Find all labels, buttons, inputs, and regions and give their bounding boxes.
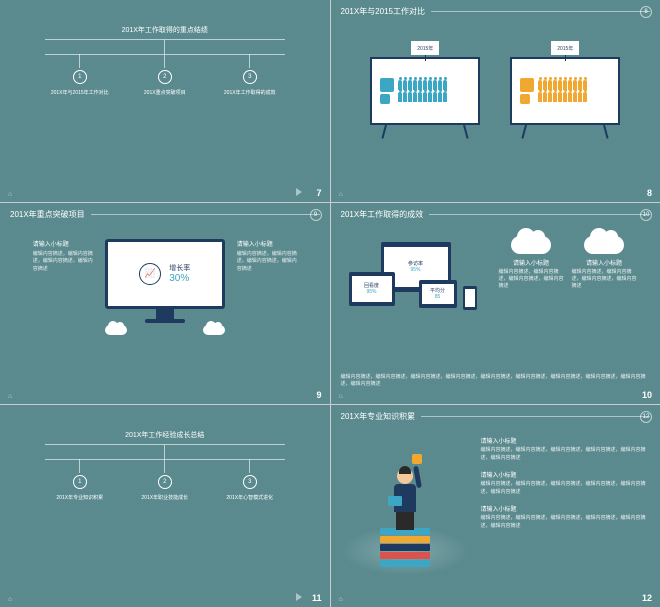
- cloud-icon: [584, 236, 624, 254]
- slide-title: 201X年重点突破项目: [10, 209, 85, 220]
- footer-icon: ⌂: [8, 393, 12, 400]
- slide-9: 201X年重点突破项目 9 请输入小标题 编辑内容摘述，编辑内容摘述，编辑内容摘…: [0, 203, 330, 405]
- slide-title: 201X年专业知识积累: [341, 411, 416, 422]
- slide-12: 201X年专业知识积累 12 请输入小标题编辑内容摘述，编辑内容摘述，编辑内容摘…: [331, 405, 660, 607]
- branch-num: 2: [158, 475, 172, 489]
- branch-label: 201X重点突破项目: [144, 90, 186, 97]
- footer-icon: ⌂: [339, 191, 343, 198]
- branch-num: 1: [73, 70, 87, 84]
- slide-8: 201X年与2015工作对比 8 2015年 2015年: [331, 0, 660, 202]
- devices-graphic: 参访率95% 回看度95% 平均分85: [341, 236, 491, 326]
- page-number: 11: [312, 593, 322, 603]
- metric-value: 30%: [169, 273, 190, 284]
- cloud-icon: [203, 325, 225, 335]
- page-number: 12: [642, 593, 652, 603]
- monitor-graphic: 📈 增长率30%: [105, 239, 225, 335]
- slide-11: 201X年工作经验成长总结 1201X年专业知识积累 2201X年职业技能成长 …: [0, 405, 330, 607]
- page-number: 9: [316, 390, 321, 400]
- block-text: 编辑内容摘述，编辑内容摘述，编辑内容摘述，编辑内容摘述，编辑内容摘述，编辑内容摘…: [481, 447, 647, 462]
- board-left: 2015年: [370, 41, 480, 139]
- bottom-text: 编辑内容摘述，编辑内容摘述，编辑内容摘述，编辑内容摘述，编辑内容摘述，编辑内容摘…: [341, 374, 651, 388]
- flag-label: 2015年: [411, 41, 439, 55]
- footer-icon: ⌂: [8, 596, 12, 603]
- footer-icon: ⌂: [339, 596, 343, 603]
- branch-label: 201X年职业技能成长: [141, 495, 188, 502]
- col-title: 请输入小标题: [237, 239, 297, 248]
- col-title: 请输入小标题: [33, 239, 93, 248]
- branch-label: 201X年专业知识积累: [56, 495, 103, 502]
- next-arrow-icon[interactable]: [296, 188, 302, 196]
- page-number: 8: [647, 188, 652, 198]
- branch-label: 201X年心智模式进化: [226, 495, 273, 502]
- col-text: 编辑内容摘述，编辑内容摘述，编辑内容摘述，编辑内容摘述: [33, 251, 93, 274]
- col-text: 编辑内容摘述，编辑内容摘述，编辑内容摘述，编辑内容摘述: [237, 251, 297, 274]
- board-right: 2015年: [510, 41, 620, 139]
- branch-num: 1: [73, 475, 87, 489]
- cloud-text: 编辑内容摘述，编辑内容摘述，编辑内容摘述，编辑内容摘述: [572, 269, 637, 290]
- footer-icon: ⌂: [8, 191, 12, 198]
- cloud-title: 请输入小标题: [586, 258, 622, 267]
- flag-label: 2015年: [551, 41, 579, 55]
- block-title: 请输入小标题: [481, 504, 647, 513]
- page-badge: 8: [640, 6, 652, 18]
- branch-label: 201X年与2015年工作对比: [51, 90, 109, 97]
- branch-num: 3: [243, 475, 257, 489]
- page-badge: 9: [310, 209, 322, 221]
- cloud-icon: [105, 325, 127, 335]
- branch-num: 2: [158, 70, 172, 84]
- slide-10: 201X年工作取得的成效 10 参访率95% 回看度95% 平均分85 请输入小…: [331, 203, 660, 405]
- dev-value: 85: [422, 294, 454, 300]
- slide-7: 201X年工作取得的重点结绩 1 201X年与2015年工作对比 2 201X重点突…: [0, 0, 330, 202]
- branch-label: 201X年工作取得的成效: [224, 90, 276, 97]
- block-text: 编辑内容摘述，编辑内容摘述，编辑内容摘述，编辑内容摘述，编辑内容摘述，编辑内容摘…: [481, 481, 647, 496]
- chart-icon: 📈: [139, 263, 161, 285]
- cloud-icon: [511, 236, 551, 254]
- slide-title: 201X年工作经验成长总结: [35, 430, 295, 440]
- page-badge: 10: [640, 209, 652, 221]
- block-title: 请输入小标题: [481, 470, 647, 479]
- dev-label: 参访率: [384, 260, 448, 267]
- dev-label: 平均分: [422, 287, 454, 294]
- page-number: 10: [642, 390, 652, 400]
- footer-icon: ⌂: [339, 393, 343, 400]
- slide-grid: 201X年工作取得的重点结绩 1 201X年与2015年工作对比 2 201X重点突…: [0, 0, 660, 607]
- cloud-title: 请输入小标题: [513, 258, 549, 267]
- block-text: 编辑内容摘述，编辑内容摘述，编辑内容摘述，编辑内容摘述，编辑内容摘述，编辑内容摘…: [481, 515, 647, 530]
- page-number: 7: [316, 188, 321, 198]
- metric-label: 增长率: [169, 263, 190, 273]
- slide-title: 201X年工作取得的成效: [341, 209, 424, 220]
- block-title: 请输入小标题: [481, 436, 647, 445]
- person-illustration: [345, 436, 465, 576]
- next-arrow-icon[interactable]: [296, 593, 302, 601]
- slide-title: 201X年与2015工作对比: [341, 6, 425, 17]
- slide-title: 201X年工作取得的重点结绩: [35, 25, 295, 35]
- trophy-icon: [412, 454, 422, 464]
- cloud-text: 编辑内容摘述，编辑内容摘述，编辑内容摘述，编辑内容摘述: [499, 269, 564, 290]
- dev-label: 回看度: [352, 282, 392, 289]
- branch-num: 3: [243, 70, 257, 84]
- dev-value: 95%: [352, 289, 392, 295]
